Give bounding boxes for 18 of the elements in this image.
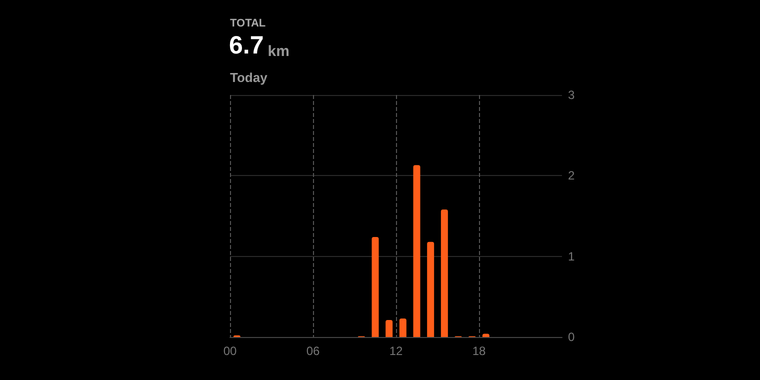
x-tick-label: 00: [223, 344, 237, 358]
y-tick-label: 0: [568, 330, 575, 344]
x-tick-label: 12: [389, 344, 403, 358]
y-tick-label: 2: [568, 168, 575, 183]
text: km: [268, 43, 290, 60]
chart-subtitle: 6.7: [229, 32, 264, 60]
x-tick-label: 18: [472, 344, 486, 358]
bar: [427, 242, 434, 337]
chart-title: TOTAL: [230, 18, 266, 30]
y-tick-label: 1: [568, 249, 575, 264]
x-tick-label: 06: [306, 344, 320, 358]
text: Today: [230, 70, 268, 85]
y-tick-label: 3: [568, 88, 575, 102]
bar: [413, 165, 420, 337]
bar: [399, 318, 406, 337]
bar: [386, 320, 393, 337]
bar: [372, 236, 379, 337]
bar: [440, 210, 448, 337]
